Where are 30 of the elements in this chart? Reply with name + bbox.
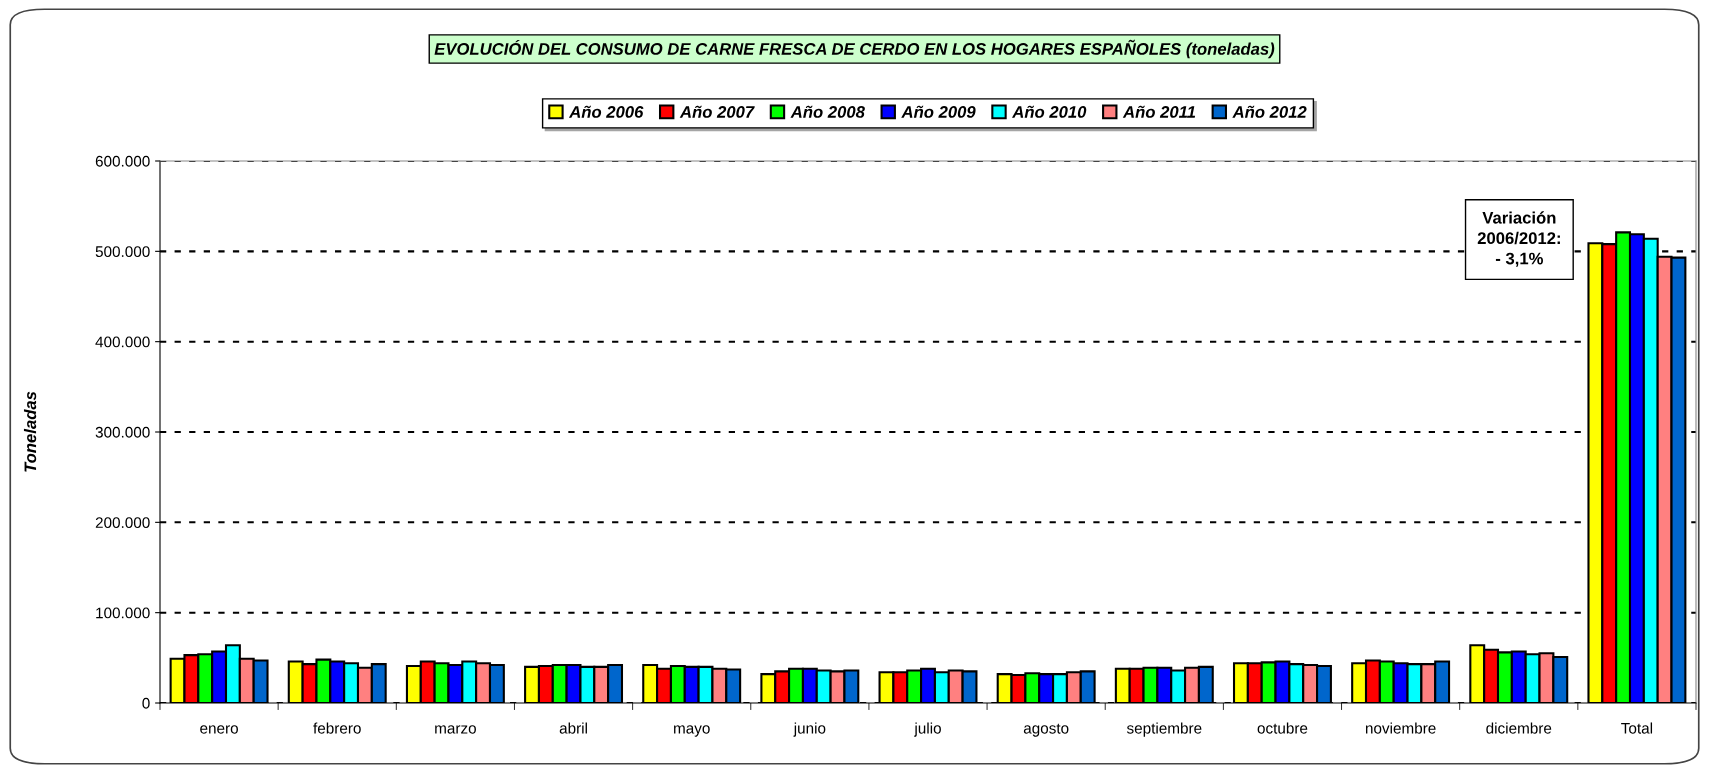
- x-tick-label: diciembre: [1486, 722, 1552, 734]
- legend-label: Año 2008: [790, 105, 865, 118]
- y-tick-label: 100.000: [96, 607, 150, 619]
- x-tick-label: junio: [793, 722, 826, 737]
- y-tick-label: 400.000: [95, 336, 150, 348]
- x-tick-label: febrero: [313, 722, 361, 734]
- x-tick-label: enero: [200, 725, 238, 734]
- x-tick-label: julio: [914, 722, 941, 737]
- legend-label: Año 2012: [1232, 105, 1307, 118]
- y-axis-title: Toneladas: [23, 391, 37, 472]
- y-tick-label: 300.000: [95, 426, 150, 438]
- legend-label: Año 2009: [901, 105, 976, 118]
- y-tick-label: 500.000: [95, 246, 150, 258]
- annotation: Variación 2006/2012: - 3,1%: [1477, 211, 1560, 267]
- chart-title: EVOLUCIÓN DEL CONSUMO DE CARNE FRESCA DE CERDO EN LOS HOGARES ESPAÑOLES (toneladas): [434, 39, 1275, 59]
- x-tick-label: septiembre: [1126, 722, 1202, 737]
- y-tick-label: 200.000: [95, 517, 150, 529]
- x-tick-label: noviembre: [1365, 722, 1436, 734]
- y-tick-label: 600.000: [95, 155, 150, 167]
- legend-label: Año 2007: [679, 105, 755, 118]
- x-tick-label: abril: [559, 722, 587, 734]
- x-tick-label: Total: [1621, 722, 1653, 734]
- x-tick-label: octubre: [1257, 722, 1308, 734]
- x-tick-label: mayo: [674, 725, 710, 737]
- x-tick-label: marzo: [435, 725, 476, 734]
- y-tick-label: 0: [142, 697, 150, 709]
- legend-label: Año 2006: [568, 105, 644, 118]
- legend-label: Año 2010: [1011, 105, 1087, 118]
- legend-label: Año 2011: [1122, 105, 1196, 118]
- x-tick-label: agosto: [1023, 723, 1069, 737]
